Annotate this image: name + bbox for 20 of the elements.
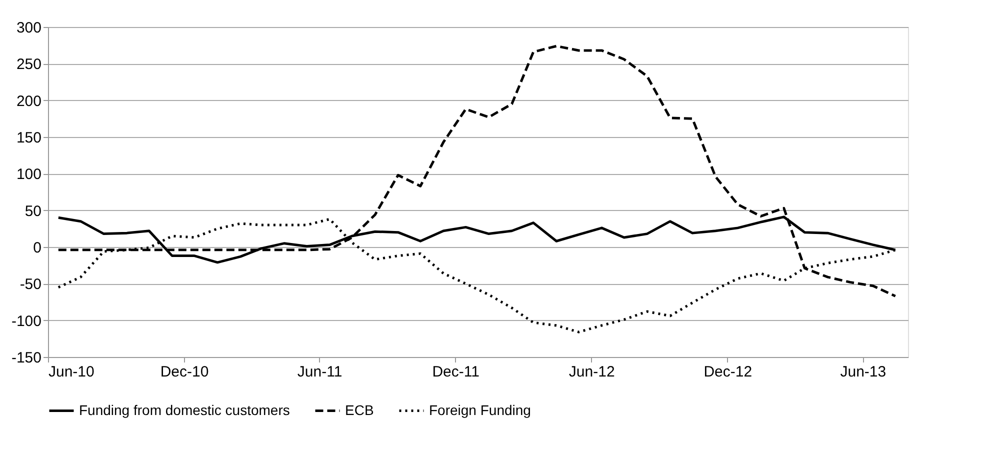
y-tick-label: 150 bbox=[16, 130, 42, 146]
x-tick-label: Jun-13 bbox=[840, 364, 886, 380]
y-tick-label: 250 bbox=[16, 56, 42, 74]
y-tick-label: -150 bbox=[11, 350, 42, 366]
y-tick-label: -50 bbox=[20, 276, 42, 294]
x-tick-label: Jun-12 bbox=[568, 364, 615, 380]
y-tick-label: -100 bbox=[11, 312, 42, 330]
y-tick-label: 50 bbox=[24, 202, 42, 220]
legend-label: Foreign Funding bbox=[429, 402, 531, 418]
x-tick-label: Dec-10 bbox=[160, 364, 209, 380]
x-tick-label: Dec-11 bbox=[432, 364, 480, 380]
x-tick-label: Dec-12 bbox=[704, 364, 752, 380]
legend-label: Funding from domestic customers bbox=[79, 402, 290, 418]
y-tick-label: 0 bbox=[33, 240, 42, 256]
x-tick-label: Jun-11 bbox=[297, 364, 342, 380]
x-tick-label: Jun-10 bbox=[48, 364, 94, 380]
y-tick-label: 200 bbox=[16, 92, 42, 110]
y-tick-label: 100 bbox=[16, 166, 42, 184]
legend-label: ECB bbox=[345, 402, 374, 418]
y-tick-label: 300 bbox=[16, 20, 42, 36]
